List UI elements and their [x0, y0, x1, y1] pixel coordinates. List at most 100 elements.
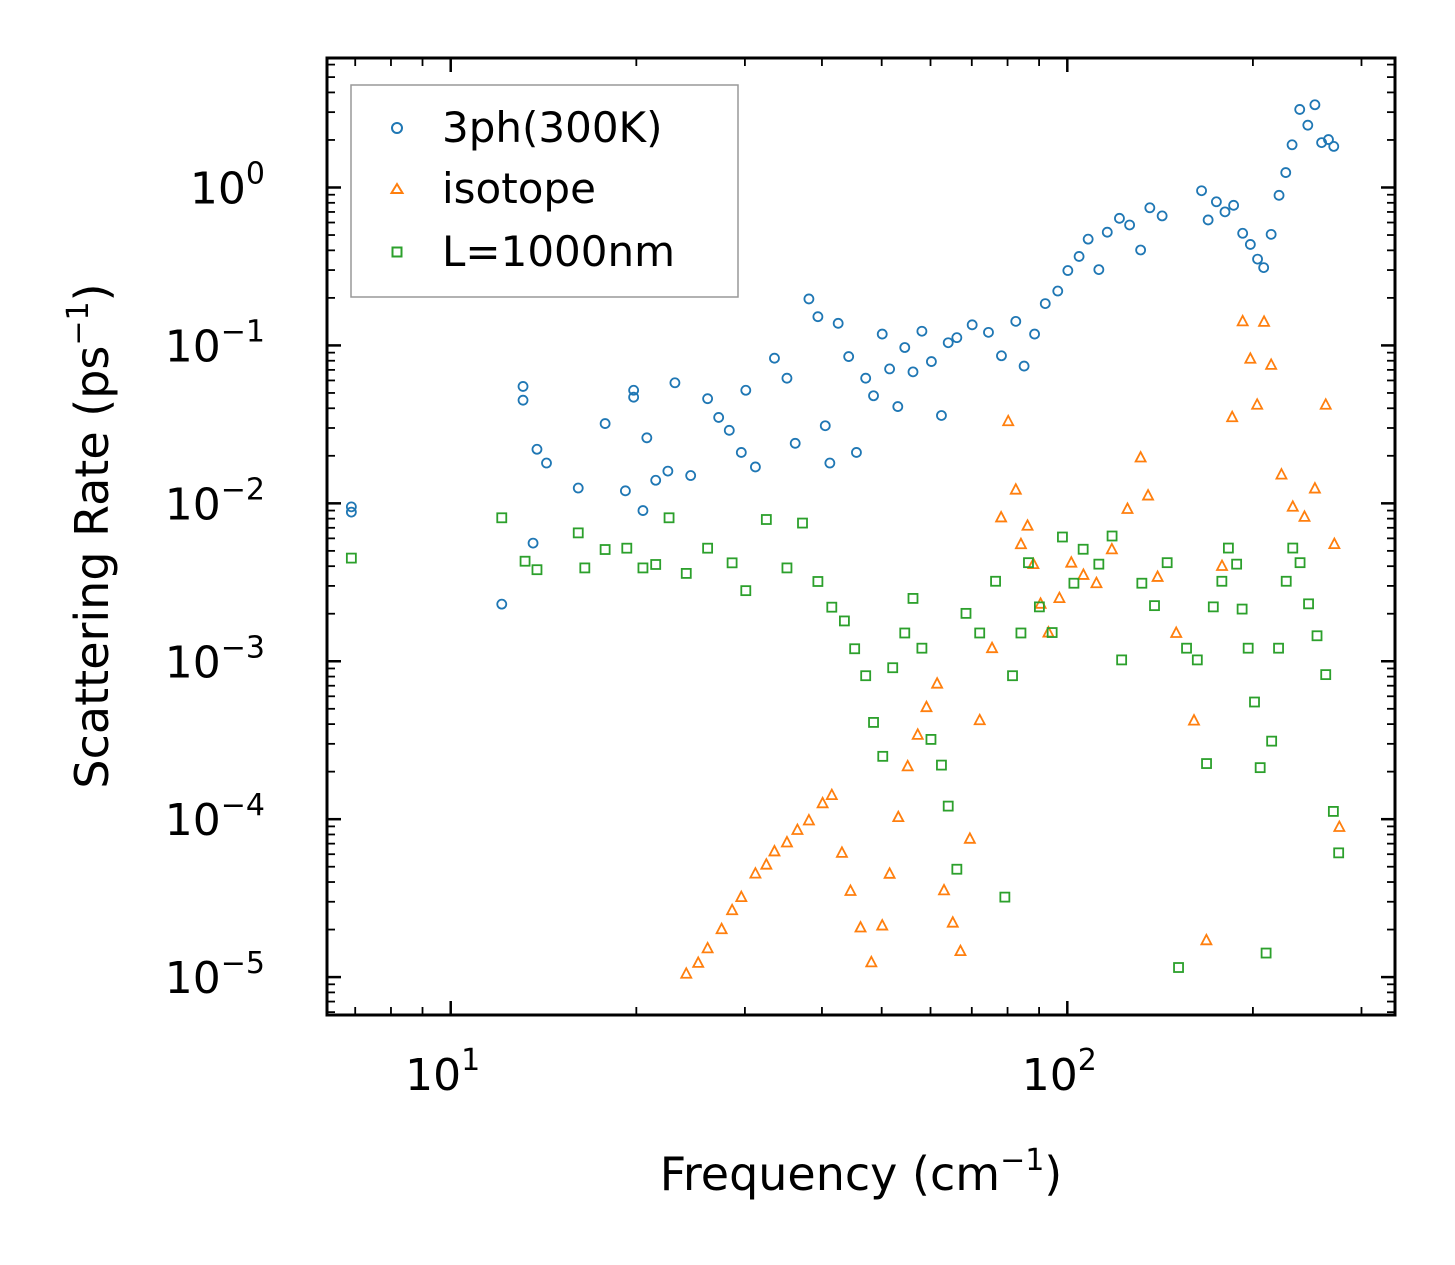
data-point	[1286, 499, 1300, 512]
data-point	[740, 585, 752, 597]
data-point	[1149, 600, 1160, 612]
data-point	[1173, 962, 1184, 973]
data-point	[1333, 847, 1345, 859]
data-point	[826, 601, 838, 613]
data-point	[637, 505, 649, 516]
data-point	[951, 332, 963, 344]
data-point	[816, 795, 830, 809]
data-point	[1311, 630, 1323, 642]
data-point	[1244, 239, 1256, 250]
data-point	[619, 485, 631, 497]
data-point	[1273, 642, 1284, 654]
data-point	[843, 883, 857, 896]
data-point	[1231, 558, 1243, 570]
data-point	[1260, 947, 1272, 959]
data-point	[767, 843, 781, 857]
data-point	[641, 432, 653, 444]
data-point	[936, 410, 947, 421]
data-point	[628, 391, 640, 403]
data-point	[701, 940, 715, 954]
data-point	[1073, 251, 1085, 262]
data-point	[680, 568, 692, 579]
data-point	[812, 576, 824, 587]
data-point	[974, 627, 986, 639]
data-point	[769, 352, 780, 364]
legend-label-3ph: 3ph(300K)	[442, 103, 662, 152]
data-point	[1018, 360, 1030, 372]
data-point	[748, 866, 762, 879]
data-point	[891, 809, 905, 823]
data-point	[1106, 530, 1118, 542]
data-point	[1077, 543, 1089, 555]
data-point	[877, 750, 889, 762]
data-point	[1120, 501, 1134, 514]
legend: 3ph(300K) isotope L=1000nm	[350, 84, 739, 298]
data-point	[1141, 488, 1155, 501]
data-point	[868, 390, 879, 402]
data-point	[1052, 590, 1066, 604]
data-point	[1199, 932, 1213, 946]
data-point	[1257, 314, 1271, 327]
data-point	[789, 437, 801, 449]
data-point	[937, 882, 951, 896]
data-point	[824, 457, 836, 469]
data-point	[572, 527, 584, 539]
data-point	[854, 920, 868, 933]
data-point	[1294, 557, 1306, 569]
data-point	[1303, 598, 1314, 610]
data-point	[1089, 575, 1103, 589]
data-point	[1309, 99, 1321, 111]
data-point	[1093, 264, 1105, 276]
data-point	[650, 474, 662, 486]
data-point	[1327, 536, 1341, 549]
legend-marker-boundary	[391, 246, 403, 258]
data-point	[1242, 642, 1254, 654]
data-point	[735, 447, 747, 458]
data-point	[1308, 481, 1322, 494]
data-point	[936, 759, 947, 771]
x-tick-label: 102	[1022, 1043, 1097, 1101]
data-point	[851, 447, 862, 458]
data-point	[669, 377, 681, 389]
data-point	[860, 670, 872, 682]
data-point	[985, 640, 999, 654]
y-tick-labels: 100 10−1 10−2 10−3 10−4 10−5	[165, 156, 265, 1004]
data-point	[1254, 762, 1266, 774]
data-point	[1023, 557, 1034, 569]
data-point	[1252, 253, 1263, 265]
data-point	[994, 510, 1008, 523]
series-triangle	[679, 313, 1346, 979]
data-point	[1114, 212, 1125, 224]
data-point	[1029, 328, 1040, 340]
legend-box	[350, 84, 739, 298]
data-point	[883, 866, 897, 879]
data-point	[726, 557, 738, 569]
data-point	[496, 512, 508, 524]
data-point	[973, 712, 987, 726]
data-point	[1196, 185, 1207, 197]
data-point	[1014, 536, 1028, 550]
x-tick-labels: 101 102	[405, 1043, 1097, 1101]
data-point	[942, 337, 954, 349]
data-point	[790, 822, 804, 835]
data-point	[946, 915, 960, 928]
data-point	[1135, 244, 1147, 256]
data-point	[725, 902, 739, 916]
data-point	[531, 564, 543, 576]
data-point	[1062, 265, 1074, 276]
data-point	[812, 311, 824, 323]
data-point	[930, 676, 944, 689]
data-point	[892, 401, 904, 412]
data-point	[1076, 567, 1090, 580]
data-point	[1039, 298, 1051, 309]
data-point	[1033, 601, 1045, 613]
data-point	[1328, 140, 1340, 152]
data-point	[1156, 210, 1168, 222]
data-point	[925, 734, 937, 745]
legend-label-boundary: L=1000nm	[442, 227, 675, 276]
y-tick-label: 10−4	[165, 788, 265, 846]
data-point	[1286, 139, 1298, 151]
data-point	[345, 501, 357, 513]
data-point	[740, 384, 752, 396]
data-point	[803, 293, 815, 305]
